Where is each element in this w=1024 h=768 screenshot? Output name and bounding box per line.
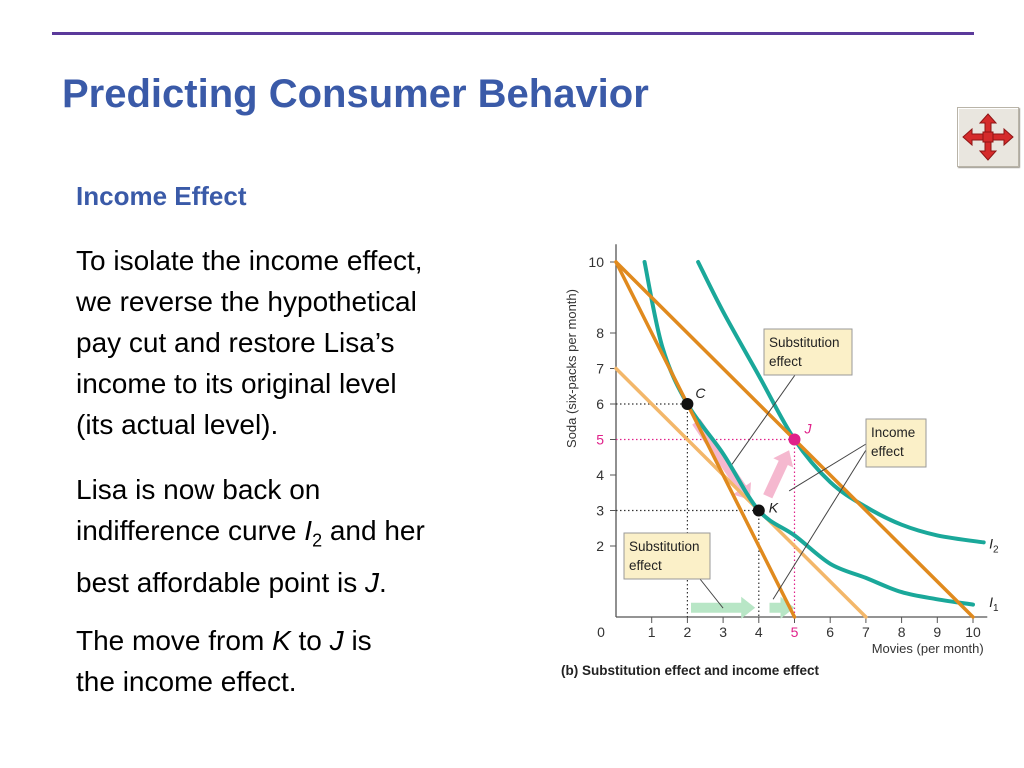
annotation-text: Substitution xyxy=(629,539,700,554)
text-fragment: best affordable point is xyxy=(76,566,366,598)
x-tick-label: 0 xyxy=(597,624,605,640)
section-heading: Income Effect xyxy=(76,181,247,211)
annotation-text: Income xyxy=(871,425,915,440)
x-tick-label: 2 xyxy=(684,624,692,640)
point-label-j: J xyxy=(804,421,813,437)
text-line: we reverse the hypothetical xyxy=(76,286,417,317)
y-tick-label: 2 xyxy=(596,538,604,554)
curve-label: I2 xyxy=(989,535,999,555)
chart-points: C K J xyxy=(681,385,813,517)
text-fragment: is xyxy=(343,625,372,656)
y-tick-label: 4 xyxy=(596,467,604,483)
x-tick-label: 6 xyxy=(826,624,834,640)
variable-i: I xyxy=(304,515,313,546)
annotation-leader-line xyxy=(788,443,867,492)
x-tick-label: 3 xyxy=(719,624,727,640)
income-effect-arrow-diagonal xyxy=(763,450,794,499)
paragraph-indifference-curve: Lisa is now back on indifference curve I… xyxy=(76,469,536,603)
x-axis-label: Movies (per month) xyxy=(872,641,984,656)
y-tick-label: 10 xyxy=(588,254,604,270)
indifference-curve xyxy=(696,260,986,545)
navigation-button[interactable] xyxy=(957,107,1019,167)
text-line: The move from K to J is xyxy=(76,620,536,661)
subscript: 2 xyxy=(312,530,323,551)
curve-label: I1 xyxy=(989,594,999,614)
chart-labels: I2 I1 Substitution effect Income effect Substi… xyxy=(623,328,999,614)
annotation-box xyxy=(865,418,927,468)
x-tick-label: 10 xyxy=(965,624,981,640)
annotation-text: effect xyxy=(871,444,904,459)
four-way-arrow-icon xyxy=(962,113,1014,161)
point-j xyxy=(788,433,801,446)
x-tick-label: 8 xyxy=(898,624,906,640)
text-fragment: to xyxy=(290,625,330,656)
text-line: income to its original level xyxy=(76,368,397,399)
y-axis-label: Soda (six-packs per month) xyxy=(564,289,579,448)
annotation-leader-line xyxy=(699,578,724,609)
chart-caption: (b) Substitution effect and income effec… xyxy=(561,663,820,678)
x-tick-label: 7 xyxy=(862,624,870,640)
annotation-box xyxy=(763,328,853,376)
y-tick-label: 6 xyxy=(596,396,604,412)
annotation-leader-line xyxy=(772,449,867,600)
x-tick-label: 9 xyxy=(933,624,941,640)
income-effect-arrow-horizontal xyxy=(769,596,795,619)
text-fragment: . xyxy=(379,566,387,598)
curve-label-subscript: 1 xyxy=(993,603,999,614)
annotation-text: Substitution xyxy=(769,335,840,350)
point-label-c: C xyxy=(695,385,706,401)
text-fragment: indifference curve xyxy=(76,515,305,546)
text-line: indifference curve I2 and her xyxy=(76,510,536,562)
point-k xyxy=(752,504,765,517)
text-line: To isolate the income effect, xyxy=(76,245,423,276)
y-tick-label: 3 xyxy=(596,503,604,519)
x-tick-label: 5 xyxy=(791,624,799,640)
text-fragment: The move from xyxy=(76,625,273,656)
point-c xyxy=(681,398,694,410)
annotation-text: effect xyxy=(769,354,802,369)
budget-line xyxy=(614,260,797,619)
y-tick-label: 8 xyxy=(596,325,604,341)
point-label-k: K xyxy=(769,500,779,516)
paragraph-move-k-to-j: The move from K to J is the income effec… xyxy=(76,620,536,702)
variable-j: J xyxy=(365,566,380,598)
x-tick-label: 4 xyxy=(755,624,763,640)
variable-k: K xyxy=(272,625,291,656)
paragraph-income-effect-intro: To isolate the income effect, we reverse… xyxy=(76,240,536,445)
curve-label-subscript: 2 xyxy=(993,544,999,555)
y-tick-label: 5 xyxy=(596,432,604,448)
slide-title: Predicting Consumer Behavior xyxy=(62,72,649,116)
text-line: Lisa is now back on xyxy=(76,474,321,505)
annotation-leader-line xyxy=(731,374,796,465)
shifted-budget-line xyxy=(614,366,868,619)
annotation-text: effect xyxy=(629,558,662,573)
variable-j: J xyxy=(329,625,344,656)
text-line: best affordable point is J. xyxy=(76,562,536,603)
text-line: the income effect. xyxy=(76,666,297,697)
text-line: (its actual level). xyxy=(76,409,279,440)
x-tick-label: 1 xyxy=(648,624,656,640)
top-divider-line xyxy=(52,32,974,35)
text-line: pay cut and restore Lisa’s xyxy=(76,327,395,358)
y-tick-label: 7 xyxy=(596,361,604,377)
text-fragment: and her xyxy=(322,515,425,546)
annotation-box xyxy=(623,532,711,580)
